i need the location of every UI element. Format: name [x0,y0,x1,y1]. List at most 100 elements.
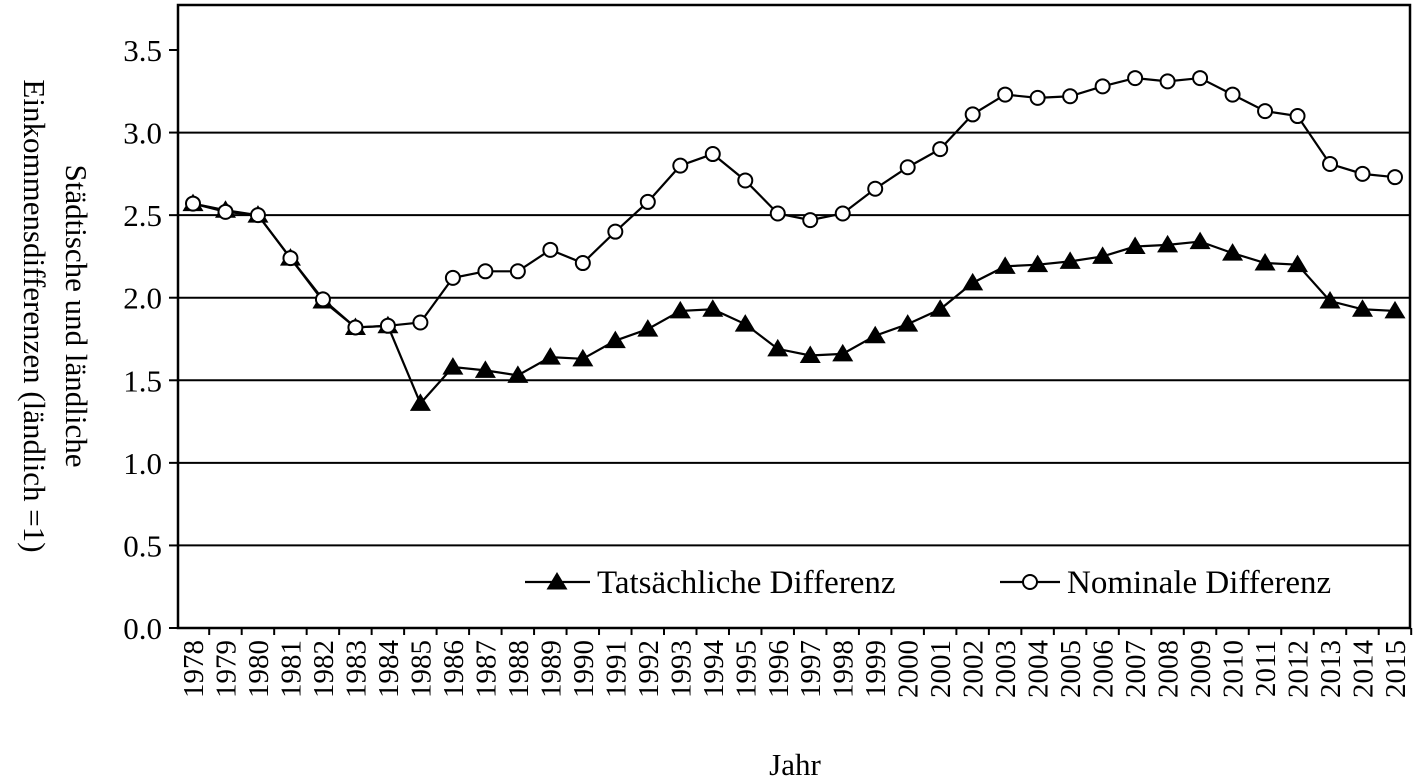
series-tatsaechliche-differenz [182,193,1406,411]
legend-label: Tatsächliche Differenz [597,565,896,601]
legend-circle-marker [1022,574,1038,590]
data-point-circle [477,263,494,280]
data-point-triangle [1124,236,1146,255]
data-point-circle [997,86,1014,103]
x-tick-label: 1982 [308,640,340,698]
x-tick-label: 2002 [958,640,990,698]
series-line [192,76,1396,329]
data-point-triangle [1027,254,1049,273]
x-tick-label: 1987 [470,640,502,698]
data-point-circle [379,317,396,334]
x-tick-label: 1981 [275,640,307,698]
data-point-circle [217,203,234,220]
x-tick-label: 1991 [600,640,632,698]
data-point-triangle [1352,299,1374,317]
data-point-circle [867,180,884,197]
y-tick-label: 2.5 [123,198,162,233]
x-tick-label: 1998 [828,640,860,698]
y-tick-label: 1.0 [123,446,162,481]
gridlines [178,131,1410,547]
data-point-circle [1192,70,1209,87]
data-point-triangle [767,338,789,357]
x-axis-title: Jahr [769,747,821,782]
data-point-circle [282,250,299,267]
data-point-circle [347,319,364,336]
data-point-circle [314,291,331,308]
data-point-circle [574,255,591,272]
x-tick-label: 2010 [1218,640,1250,698]
data-point-triangle [1189,231,1211,250]
data-point-circle [542,241,559,258]
data-point-circle [672,157,689,174]
data-point-circle [412,314,429,331]
data-point-circle [1224,86,1241,103]
x-tick-label: 1980 [243,640,275,698]
y-axis-title-line: Einkommensdifferenzen (ländlich =1) [17,79,52,552]
series-group [182,70,1406,411]
y-axis-title: Städtische und ländlicheEinkommensdiffer… [17,79,94,552]
data-point-circle [185,195,201,212]
x-tick-label: 1983 [340,640,372,698]
x-tick-label: 2008 [1153,640,1185,698]
data-point-triangle [604,330,626,349]
data-point-triangle [897,314,919,332]
data-point-circle [802,212,819,229]
data-point-circle [1387,169,1403,186]
data-point-triangle [539,347,561,365]
data-point-triangle [507,365,529,383]
data-point-triangle [864,325,886,344]
x-tick-label: 2013 [1315,640,1347,698]
data-point-triangle [572,348,594,367]
x-tick-label: 1995 [730,640,762,698]
x-tick-label: 1999 [860,640,892,698]
data-point-triangle [994,256,1016,274]
x-tick-label: 2014 [1348,640,1380,699]
legend-triangle-marker [546,572,568,590]
data-point-circle [607,223,624,240]
plot-frame [176,3,1412,630]
data-point-triangle [1092,246,1114,264]
x-tick-label: 1990 [568,640,600,698]
data-point-circle [1159,73,1176,90]
x-tick-label: 1986 [438,640,470,698]
x-tick-label: 1994 [698,640,730,699]
data-point-circle [964,106,981,123]
data-point-triangle [1319,291,1341,309]
data-point-circle [834,205,851,222]
data-point-circle [1127,70,1144,87]
x-tick-label: 1989 [535,640,567,698]
x-axis-ticks: 1978 1979 1980 1981 1982 1983 1984 1985 1986 1987… [178,628,1413,699]
x-tick-label: 1984 [373,640,405,699]
y-axis-ticks: 0.0 0.5 1.0 1.5 2.0 2.5 3.0 3.5 [123,33,178,646]
y-tick-label: 3.0 [123,116,162,151]
legend-label: Nominale Differenz [1067,565,1331,601]
data-point-triangle [702,299,724,317]
data-point-circle [899,159,916,176]
y-tick-label: 3.5 [123,33,162,68]
y-tick-label: 0.0 [123,611,162,646]
data-point-triangle [637,319,659,337]
data-point-triangle [1254,253,1276,271]
data-point-triangle [1222,243,1244,261]
data-point-circle [932,141,949,158]
data-point-triangle [474,360,496,378]
data-point-triangle [442,357,464,375]
y-tick-label: 0.5 [123,528,162,563]
x-tick-label: 2001 [925,640,957,698]
x-tick-label: 1985 [405,640,437,698]
x-tick-label: 2009 [1185,640,1217,698]
y-tick-label: 2.0 [123,281,162,316]
x-tick-label: 1997 [795,640,827,698]
legend: Tatsächliche Differenz Nominale Differenz [525,565,1331,601]
x-tick-label: 2003 [990,640,1022,698]
data-point-circle [1062,88,1079,105]
data-point-circle [1094,78,1111,95]
x-tick-label: 1993 [665,640,697,698]
x-tick-label: 2015 [1380,640,1412,698]
data-point-circle [1289,108,1306,125]
y-axis-title-line: Städtische und ländliche [59,164,94,467]
data-point-circle [1322,155,1339,172]
series-line [192,202,1396,406]
x-tick-label: 1978 [178,640,210,698]
data-point-triangle [1384,300,1406,319]
